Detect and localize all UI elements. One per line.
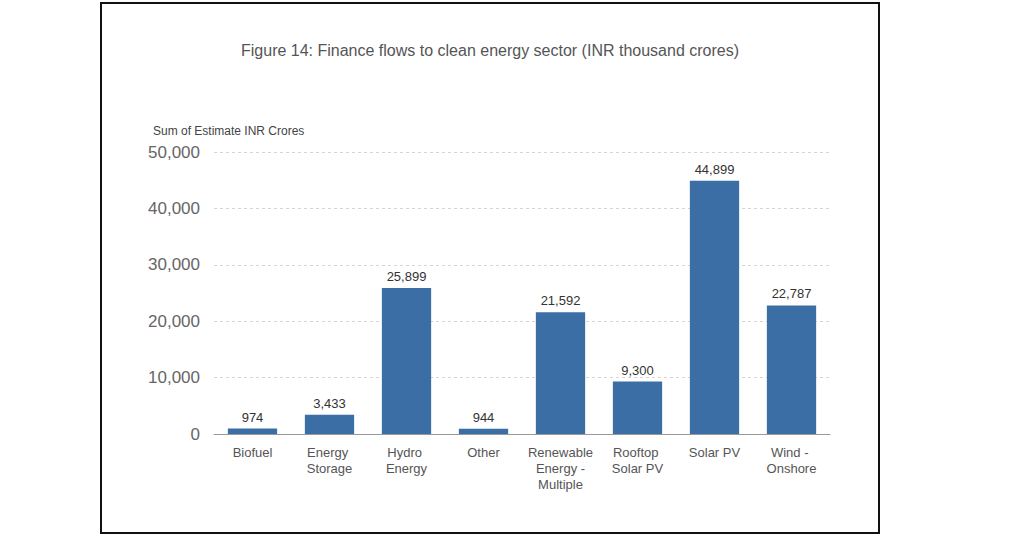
svg-text:22,787: 22,787 xyxy=(772,286,812,301)
svg-text:9,300: 9,300 xyxy=(621,363,654,378)
svg-text:3,433: 3,433 xyxy=(313,396,346,411)
svg-text:Energy: Energy xyxy=(307,445,352,460)
svg-text:Energy: Energy xyxy=(386,461,428,476)
svg-text:974: 974 xyxy=(242,410,264,425)
svg-text:Solar PV: Solar PV xyxy=(612,461,664,476)
svg-text:21,592: 21,592 xyxy=(541,293,581,308)
svg-text:Hydro: Hydro xyxy=(387,445,425,460)
svg-text:Solar PV: Solar PV xyxy=(689,445,741,460)
svg-text:20,000: 20,000 xyxy=(148,312,200,331)
svg-text:0: 0 xyxy=(191,425,200,444)
svg-text:44,899: 44,899 xyxy=(695,162,735,177)
svg-text:Rooftop: Rooftop xyxy=(613,445,662,460)
svg-text:Sum of Estimate INR Crores: Sum of Estimate INR Crores xyxy=(153,124,304,138)
svg-text:Energy -: Energy - xyxy=(532,461,588,476)
svg-text:Onshore: Onshore xyxy=(767,461,817,476)
svg-text:Multiple: Multiple xyxy=(538,477,583,492)
svg-text:30,000: 30,000 xyxy=(148,255,200,274)
svg-text:Figure 14: Finance flows to cl: Figure 14: Finance flows to clean energy… xyxy=(241,42,739,59)
svg-text:Biofuel: Biofuel xyxy=(233,445,273,460)
svg-text:40,000: 40,000 xyxy=(148,199,200,218)
svg-text:25,899: 25,899 xyxy=(387,269,427,284)
svg-text:944: 944 xyxy=(473,410,495,425)
svg-text:Other: Other xyxy=(467,445,500,460)
svg-text:Renewable: Renewable xyxy=(528,445,593,460)
svg-text:Wind -: Wind - xyxy=(771,445,812,460)
svg-text:Storage: Storage xyxy=(307,461,353,476)
svg-text:50,000: 50,000 xyxy=(148,143,200,162)
svg-text:10,000: 10,000 xyxy=(148,368,200,387)
